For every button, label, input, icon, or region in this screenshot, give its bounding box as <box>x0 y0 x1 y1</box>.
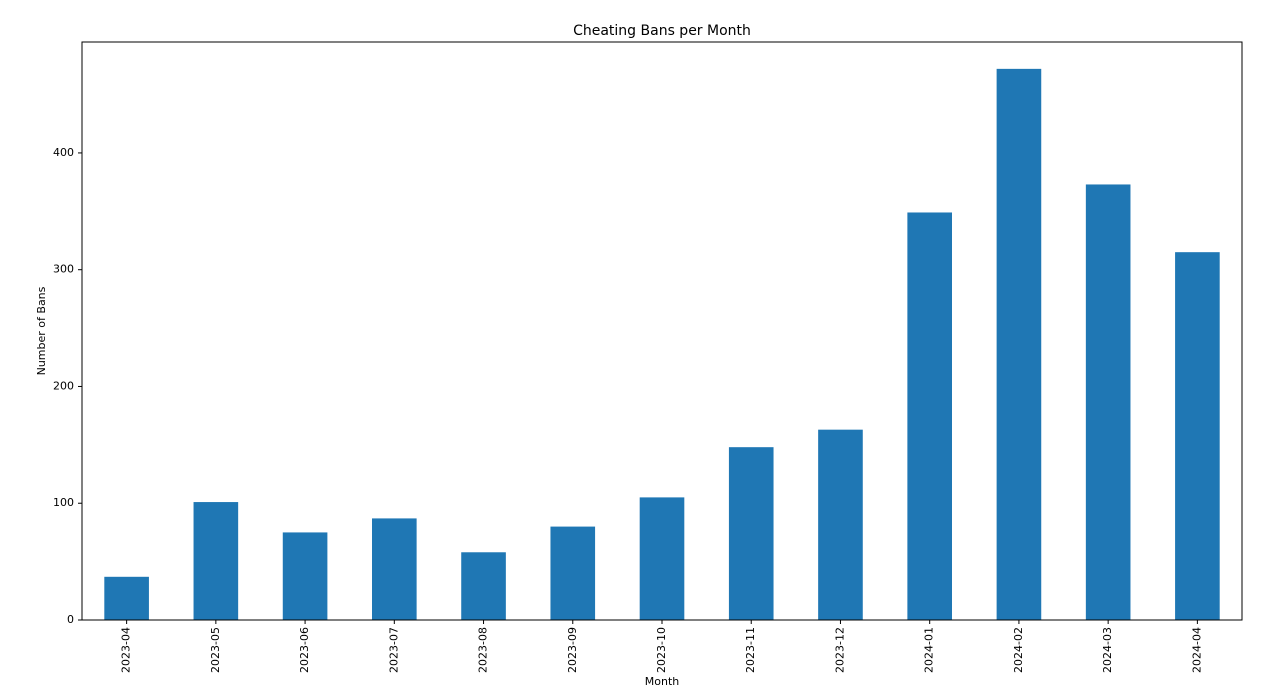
bar-2023-06 <box>282 532 328 620</box>
y-tick-label: 100 <box>53 496 74 509</box>
x-tick-label: 2023-07 <box>387 627 400 673</box>
bar-2023-07 <box>372 518 417 620</box>
y-tick-label: 300 <box>53 263 74 276</box>
x-tick-label: 2023-08 <box>477 627 490 673</box>
y-axis-ticks: 0 100 200 300 400 <box>53 146 82 626</box>
y-tick-label: 400 <box>53 146 74 159</box>
y-axis-label: Number of Bans <box>35 286 48 375</box>
x-tick-label: 2024-01 <box>923 627 936 673</box>
x-tick-label: 2023-04 <box>120 627 133 673</box>
bar-2023-11 <box>728 447 774 620</box>
bar-2023-05 <box>193 502 239 620</box>
chart-title: Cheating Bans per Month <box>573 23 751 39</box>
plot-frame <box>81 41 1243 621</box>
bar-2023-10 <box>639 497 685 620</box>
x-tick-label: 2023-09 <box>566 627 579 673</box>
bars-group <box>104 68 1220 621</box>
x-tick-label: 2023-06 <box>298 627 311 673</box>
bar-2023-09 <box>550 526 596 620</box>
x-tick-label: 2023-11 <box>744 627 757 673</box>
bar-2023-12 <box>818 429 863 620</box>
x-tick-label: 2023-05 <box>209 627 222 673</box>
bar-2024-01 <box>907 212 952 621</box>
x-axis-ticks: 2023-04 2023-05 2023-06 2023-07 2023-08 2023-… <box>120 620 1203 673</box>
bar-2024-02 <box>996 68 1042 621</box>
y-tick-label: 200 <box>53 379 74 392</box>
x-tick-label: 2023-12 <box>833 627 846 673</box>
x-tick-label: 2023-10 <box>655 627 668 673</box>
bar-2024-03 <box>1085 184 1131 620</box>
x-tick-label: 2024-03 <box>1101 627 1114 673</box>
bar-2023-08 <box>461 552 506 620</box>
x-axis-label: Month <box>645 675 680 688</box>
bar-2024-04 <box>1175 252 1220 620</box>
bar-2023-04 <box>104 576 149 620</box>
x-tick-label: 2024-02 <box>1012 627 1025 673</box>
y-tick-label: 0 <box>67 613 74 626</box>
x-tick-label: 2024-04 <box>1190 627 1203 673</box>
